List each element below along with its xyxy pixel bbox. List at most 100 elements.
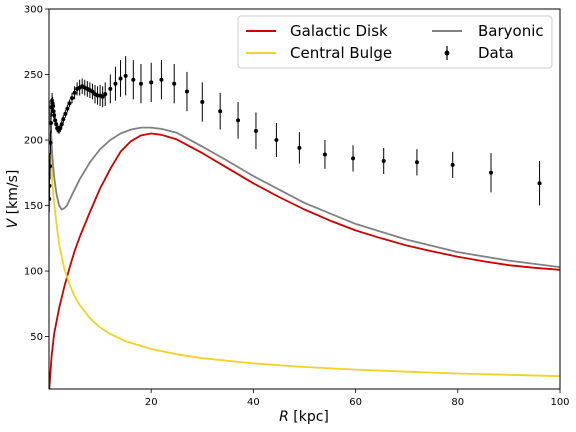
data-point: [351, 145, 356, 172]
data-point: [103, 82, 108, 106]
data-marker: [108, 86, 113, 91]
y-axis-label: V [km/s]: [5, 170, 21, 229]
data-marker: [253, 128, 258, 133]
data-point: [49, 130, 53, 155]
data-point: [118, 60, 123, 97]
x-tick-label: 60: [349, 397, 362, 408]
data-marker: [51, 103, 56, 108]
data-point: [138, 64, 143, 104]
data-marker: [49, 164, 53, 169]
data-point: [100, 86, 105, 108]
data-point: [49, 153, 53, 180]
data-marker: [100, 94, 105, 99]
data-point: [63, 109, 68, 118]
data-point: [381, 147, 386, 175]
data-marker: [72, 90, 77, 95]
legend: Galactic Disk Central Bulge Baryonic Dat…: [237, 15, 553, 69]
data-marker: [49, 121, 54, 125]
y-tick-label: 200: [24, 136, 43, 147]
legend-disk-label: Galactic Disk: [290, 22, 388, 40]
data-point: [414, 149, 419, 176]
data-marker: [49, 183, 52, 188]
data-marker: [131, 77, 136, 82]
data-point: [322, 140, 327, 169]
data-point: [61, 115, 66, 123]
x-tick-label: 40: [247, 397, 260, 408]
data-point: [49, 112, 54, 134]
data-marker: [69, 96, 74, 101]
data-point: [90, 83, 95, 100]
legend-bulge-label: Central Bulge: [290, 44, 392, 62]
data-point: [108, 74, 113, 104]
y-tick-label: 150: [24, 201, 43, 212]
plot-background: [49, 9, 560, 389]
x-axis-label: R [kpc]: [279, 409, 329, 425]
data-point: [297, 132, 302, 164]
plot-frame: [48, 8, 561, 390]
data-marker: [381, 159, 386, 163]
data-point: [200, 82, 205, 122]
y-tick-label: 250: [24, 70, 43, 81]
data-marker: [322, 152, 327, 157]
data-point: [131, 60, 136, 100]
y-tick-label: 50: [30, 332, 43, 343]
data-point: [67, 99, 72, 108]
data-marker: [49, 140, 53, 145]
data-marker: [218, 109, 223, 114]
data-marker: [297, 145, 302, 150]
data-marker: [450, 162, 455, 167]
galactic-disk-line: [49, 132, 560, 389]
x-tick-label: 80: [451, 397, 464, 408]
data-point: [218, 92, 223, 130]
data-marker: [537, 181, 542, 186]
data-marker: [59, 122, 64, 127]
baryonic-line: [49, 100, 560, 268]
data-marker: [67, 101, 72, 106]
x-tick-label: 20: [145, 397, 158, 408]
legend-data-marker: [444, 50, 450, 56]
data-marker: [90, 89, 95, 94]
data-point: [450, 151, 455, 179]
data-marker: [61, 117, 66, 122]
y-tick-label: 100: [24, 267, 43, 278]
data-point: [489, 153, 494, 193]
data-marker: [123, 73, 128, 78]
data-marker: [184, 89, 189, 94]
data-point: [172, 64, 177, 104]
legend-baryonic-label: Baryonic: [478, 22, 544, 40]
legend-data-label: Data: [478, 44, 514, 62]
data-marker: [159, 77, 164, 82]
data-marker: [138, 81, 143, 86]
data-point: [49, 172, 52, 199]
data-marker: [118, 76, 123, 81]
data-point: [149, 62, 154, 103]
data-marker: [172, 81, 177, 86]
data-point: [69, 92, 74, 104]
data-point: [184, 71, 189, 112]
data-marker: [414, 160, 419, 165]
data-point: [236, 102, 241, 139]
data-point: [123, 56, 128, 96]
central-bulge-line: [49, 132, 560, 378]
data-marker: [200, 100, 205, 105]
data-marker: [65, 106, 70, 111]
legend-box: [237, 15, 553, 69]
y-tick-label: 300: [24, 5, 43, 16]
data-marker: [274, 138, 279, 143]
data-marker: [149, 80, 154, 85]
data-point: [58, 124, 63, 133]
data-marker: [63, 111, 68, 116]
data-point: [253, 112, 258, 150]
data-point: [113, 66, 118, 101]
data-point: [537, 161, 542, 206]
data-point: [274, 123, 279, 158]
data-marker: [51, 109, 56, 114]
data-marker: [489, 170, 494, 175]
x-tick-label: 100: [550, 397, 569, 408]
data-marker: [58, 126, 63, 131]
data-point: [59, 120, 64, 129]
data-marker: [113, 81, 118, 86]
data-marker: [236, 118, 241, 123]
data-point: [159, 60, 164, 100]
